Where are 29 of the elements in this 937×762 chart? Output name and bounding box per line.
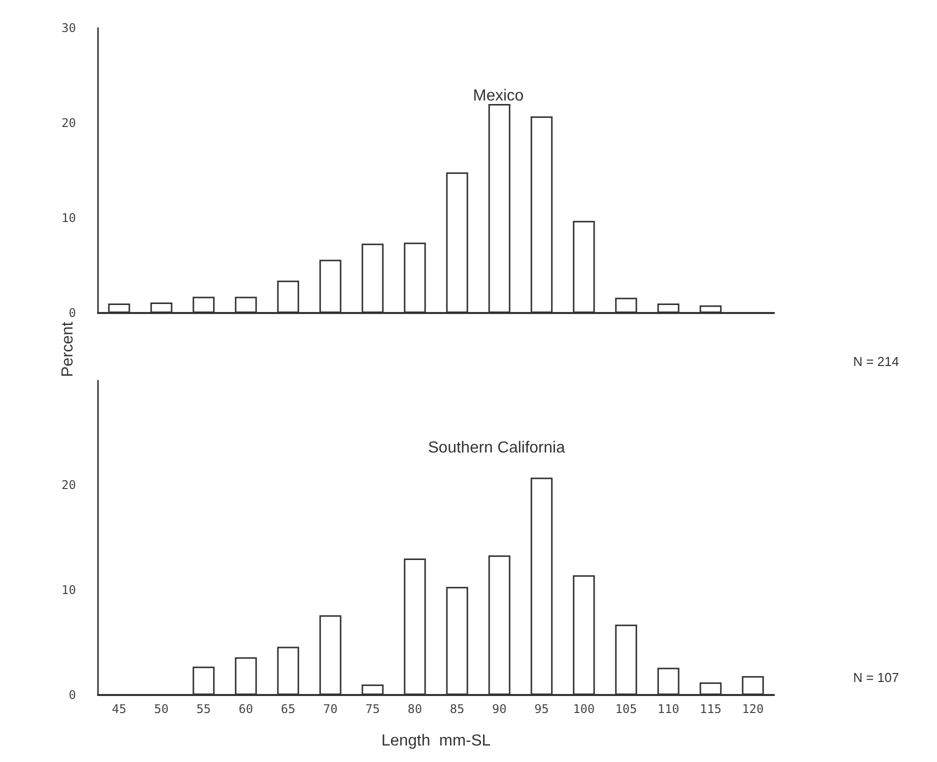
x-tick-label: 115 [700,702,722,716]
y-tick-label: 30 [62,21,76,35]
x-tick-label: 110 [658,702,680,716]
x-tick-label: 65 [280,702,296,716]
text: N = 107 [853,670,900,685]
x-tick-label: 85 [450,702,464,716]
x-tick-label: 60 [238,702,254,716]
y-tick-label: 20 [62,116,76,130]
text: Southern California [428,440,566,456]
x-tick-label: 55 [196,702,211,716]
text: Mexico [473,88,524,104]
x-tick-label: 120 [742,702,764,716]
x-tick-label: 45 [112,702,126,716]
x-tick-label: 70 [323,702,338,716]
x-tick-label: 50 [154,702,169,716]
x-tick-label: 90 [492,702,507,716]
y-tick-label: 0 [68,306,76,320]
text: N = 214 [853,354,900,369]
x-tick-label: 105 [615,702,637,716]
y-tick-label: 10 [62,210,76,225]
y-tick-label: 0 [68,688,76,702]
x-tick-label: 75 [365,702,380,716]
y-axis-title: Percent [60,321,76,377]
x-axis-title: Length mm-SL [381,732,491,750]
y-tick-label: 20 [62,478,76,492]
x-tick-label: 100 [573,702,595,716]
x-tick-label: 95 [534,702,549,716]
y-tick-label: 10 [62,583,76,597]
x-tick-label: 80 [408,702,422,716]
